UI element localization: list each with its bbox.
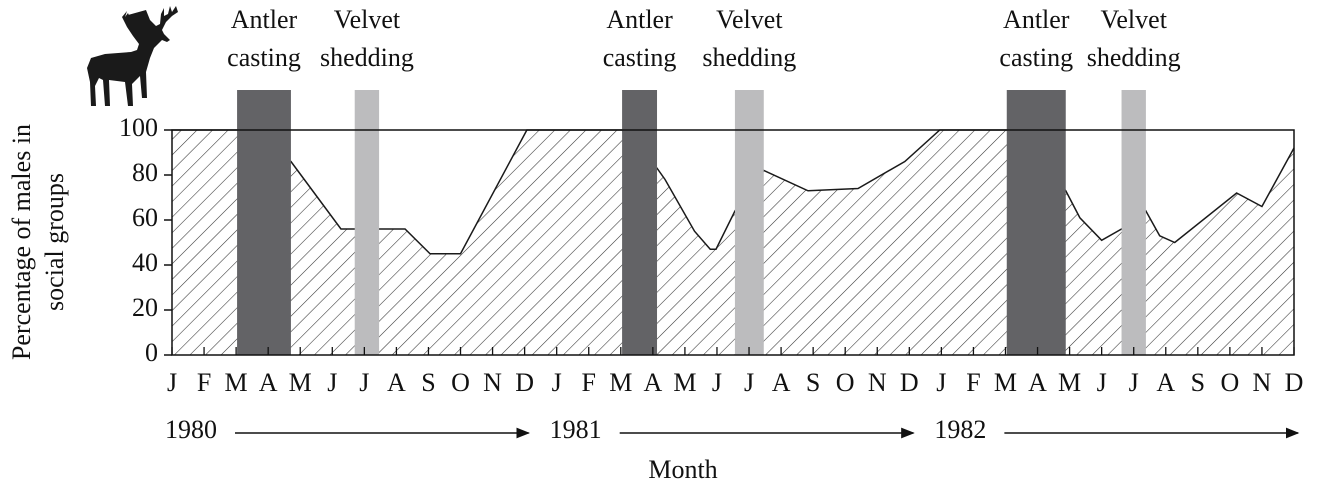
- period-label-line: casting: [999, 43, 1073, 72]
- period-label-line: Antler: [231, 5, 298, 34]
- period-bar: [237, 90, 291, 355]
- x-tick-label: M: [673, 368, 696, 397]
- year-label: 1980: [165, 415, 217, 444]
- period-label: Antler casting: [603, 5, 677, 72]
- y-axis-label-line: social groups: [40, 173, 69, 311]
- x-tick-label: A: [1028, 368, 1047, 397]
- period-bar: [734, 90, 764, 355]
- x-tick-label: A: [1156, 368, 1175, 397]
- year-label: 1981: [550, 415, 602, 444]
- period-label-line: Velvet: [334, 5, 401, 34]
- period-label: Velvet shedding: [1087, 5, 1181, 72]
- x-axis-label: Month: [648, 455, 717, 484]
- plot-frame: [171, 129, 1295, 356]
- period-label-line: shedding: [1087, 43, 1181, 72]
- period-label-line: shedding: [320, 43, 414, 72]
- x-tick-label: D: [515, 368, 534, 397]
- period-label-line: Antler: [606, 5, 673, 34]
- x-tick-label: O: [1220, 368, 1239, 397]
- x-tick-label: A: [643, 368, 662, 397]
- period-bar: [354, 90, 380, 355]
- x-tick-label: A: [772, 368, 791, 397]
- x-tick-label: A: [259, 368, 278, 397]
- y-axis-label-line: Percentage of males in: [7, 124, 36, 360]
- x-tick-label: S: [1191, 368, 1205, 397]
- x-tick-label: J: [359, 368, 369, 397]
- period-label-line: Velvet: [716, 5, 783, 34]
- x-tick-label: O: [451, 368, 470, 397]
- x-tick-label: F: [197, 368, 211, 397]
- period-bar: [1006, 90, 1066, 355]
- y-tick-label: 80: [132, 158, 158, 187]
- y-axis-label: Percentage of males in social groups: [7, 124, 69, 360]
- period-label-line: shedding: [702, 43, 796, 72]
- year-label: 1982: [934, 415, 986, 444]
- period-label: Antler casting: [999, 5, 1073, 72]
- x-tick-label: S: [806, 368, 820, 397]
- x-tick-label: S: [421, 368, 435, 397]
- x-tick-label: N: [483, 368, 502, 397]
- x-tick-label: J: [1097, 368, 1107, 397]
- x-tick-label: J: [936, 368, 946, 397]
- x-tick-label: J: [327, 368, 337, 397]
- period-label-line: Velvet: [1101, 5, 1168, 34]
- y-tick-label: 60: [132, 203, 158, 232]
- period-label-line: casting: [227, 43, 301, 72]
- period-label-line: casting: [603, 43, 677, 72]
- x-tick-label: J: [167, 368, 177, 397]
- x-tick-label: A: [387, 368, 406, 397]
- x-tick-label: J: [1129, 368, 1139, 397]
- x-tick-label: J: [712, 368, 722, 397]
- x-tick-label: N: [1253, 368, 1272, 397]
- period-label-line: Antler: [1003, 5, 1070, 34]
- x-tick-label: M: [1058, 368, 1081, 397]
- x-tick-label: J: [552, 368, 562, 397]
- y-tick-label: 20: [132, 293, 158, 322]
- period-bar: [1121, 90, 1146, 355]
- period-bar: [622, 90, 658, 355]
- x-tick-label: O: [836, 368, 855, 397]
- y-tick-label: 100: [119, 113, 158, 142]
- x-tick-label: D: [1285, 368, 1304, 397]
- period-label: Velvet shedding: [320, 5, 414, 72]
- x-tick-label: D: [900, 368, 919, 397]
- period-label: Velvet shedding: [702, 5, 796, 72]
- period-label: Antler casting: [227, 5, 301, 72]
- deer-icon: [87, 6, 178, 106]
- y-tick-label: 0: [145, 338, 158, 367]
- x-tick-label: M: [225, 368, 248, 397]
- x-tick-label: F: [966, 368, 980, 397]
- x-tick-label: J: [744, 368, 754, 397]
- x-tick-label: M: [609, 368, 632, 397]
- x-tick-label: M: [994, 368, 1017, 397]
- x-tick-label: M: [289, 368, 312, 397]
- y-tick-label: 40: [132, 248, 158, 277]
- x-tick-label: F: [582, 368, 596, 397]
- x-tick-label: N: [868, 368, 887, 397]
